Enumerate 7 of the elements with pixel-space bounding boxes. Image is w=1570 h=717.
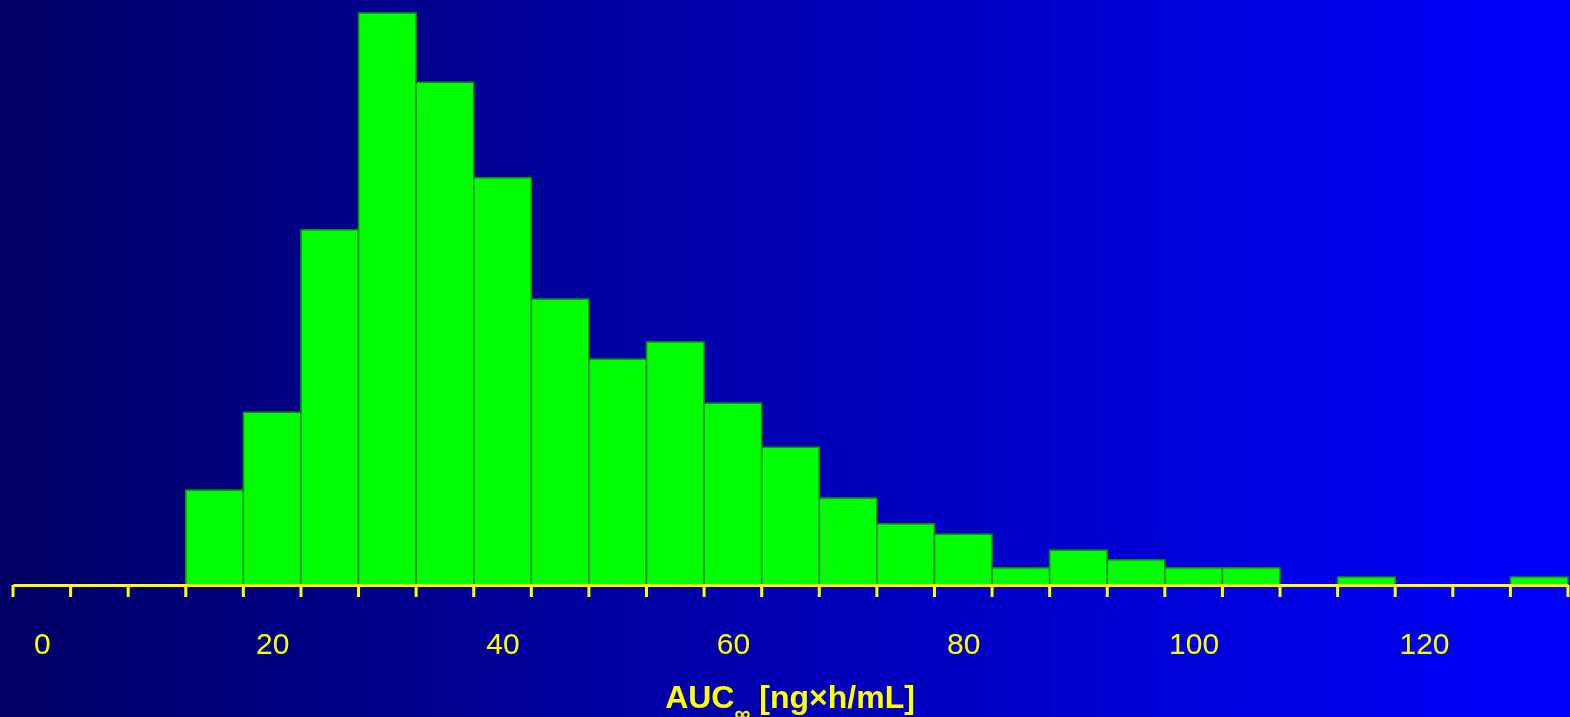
x-tick-label: 0 <box>33 627 51 661</box>
x-tick-label: 60 <box>716 627 751 661</box>
x-tick-label: 20 <box>255 627 290 661</box>
x-tick-label: 100 <box>1169 627 1220 661</box>
x-tick-label: 40 <box>486 627 520 661</box>
x-tick-label: 80 <box>947 627 981 661</box>
x-tick-label: 120 <box>1399 627 1450 661</box>
